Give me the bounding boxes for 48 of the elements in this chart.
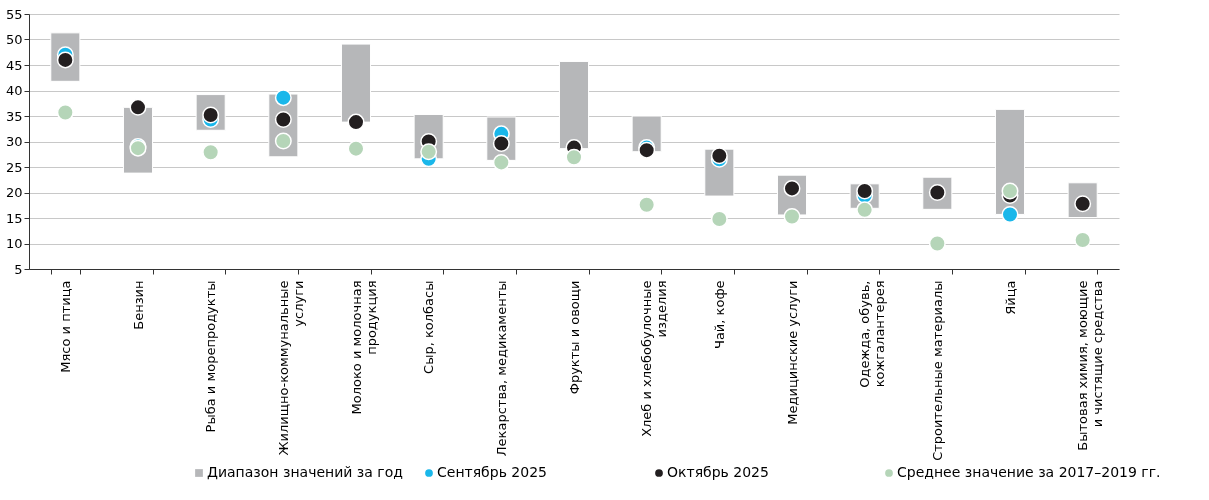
- y-tick-label: 50: [5, 32, 23, 47]
- point: [347, 140, 365, 158]
- point: [565, 148, 583, 166]
- point: [1001, 205, 1019, 223]
- y-tick-label: 15: [5, 210, 23, 226]
- point: [129, 98, 147, 116]
- x-tick-label: Бытовая химия, моющие и чистящие средства: [1075, 280, 1106, 451]
- point: [347, 113, 365, 131]
- point: [638, 196, 656, 214]
- y-tick-label: 10: [5, 236, 23, 251]
- x-tick-label: Одежда, обувь, кожгалантерея: [857, 280, 888, 388]
- y-tick-label: 25: [5, 159, 23, 175]
- y-tick-label: 45: [5, 57, 23, 73]
- x-tick-label: Мясо и птица: [57, 280, 73, 373]
- y-tick-label: 55: [5, 6, 23, 22]
- y-tick-label: 20: [5, 185, 23, 200]
- point: [1001, 182, 1019, 200]
- x-tick-label: Бензин: [130, 280, 146, 330]
- x-tick-label: Медицинские услуги: [784, 280, 800, 425]
- y-tick-label: 35: [5, 108, 23, 124]
- point: [710, 210, 728, 228]
- x-tick-label: Фрукты и овощи: [566, 280, 582, 395]
- y-tick-label: 30: [5, 134, 23, 149]
- point: [274, 132, 292, 150]
- point: [1074, 231, 1092, 249]
- x-tick-label: Лекарства, медикаменты: [493, 280, 509, 457]
- point: [420, 143, 438, 161]
- point: [56, 103, 74, 121]
- y-tick-label: 5: [14, 261, 23, 277]
- x-tick-label: Сыр, колбасы: [421, 280, 437, 374]
- point: [928, 235, 946, 252]
- x-tick-label: Яйца: [1002, 280, 1018, 315]
- legend-label: Среднее значение за 2017–2019 гг.: [897, 464, 1161, 480]
- x-tick-label: Строительные материалы: [929, 280, 945, 461]
- x-tick-label: Жилищно-коммунальные услуги: [275, 280, 306, 456]
- x-tick-label: Рыба и морепродукты: [203, 280, 219, 433]
- point: [856, 201, 874, 219]
- point: [274, 89, 292, 107]
- x-tick-label: Чай, кофе: [711, 280, 727, 350]
- point: [202, 143, 220, 161]
- bar: [558, 60, 590, 150]
- point: [492, 153, 510, 171]
- x-tick-label: Хлеб и хлебобулочные изделия: [639, 280, 670, 437]
- y-tick-label: 40: [5, 83, 23, 98]
- legend-label: Диапазон значений за год: [207, 464, 403, 480]
- point: [783, 207, 801, 225]
- legend-label: Октябрь 2025: [667, 464, 769, 480]
- legend-label: Сентябрь 2025: [437, 464, 547, 480]
